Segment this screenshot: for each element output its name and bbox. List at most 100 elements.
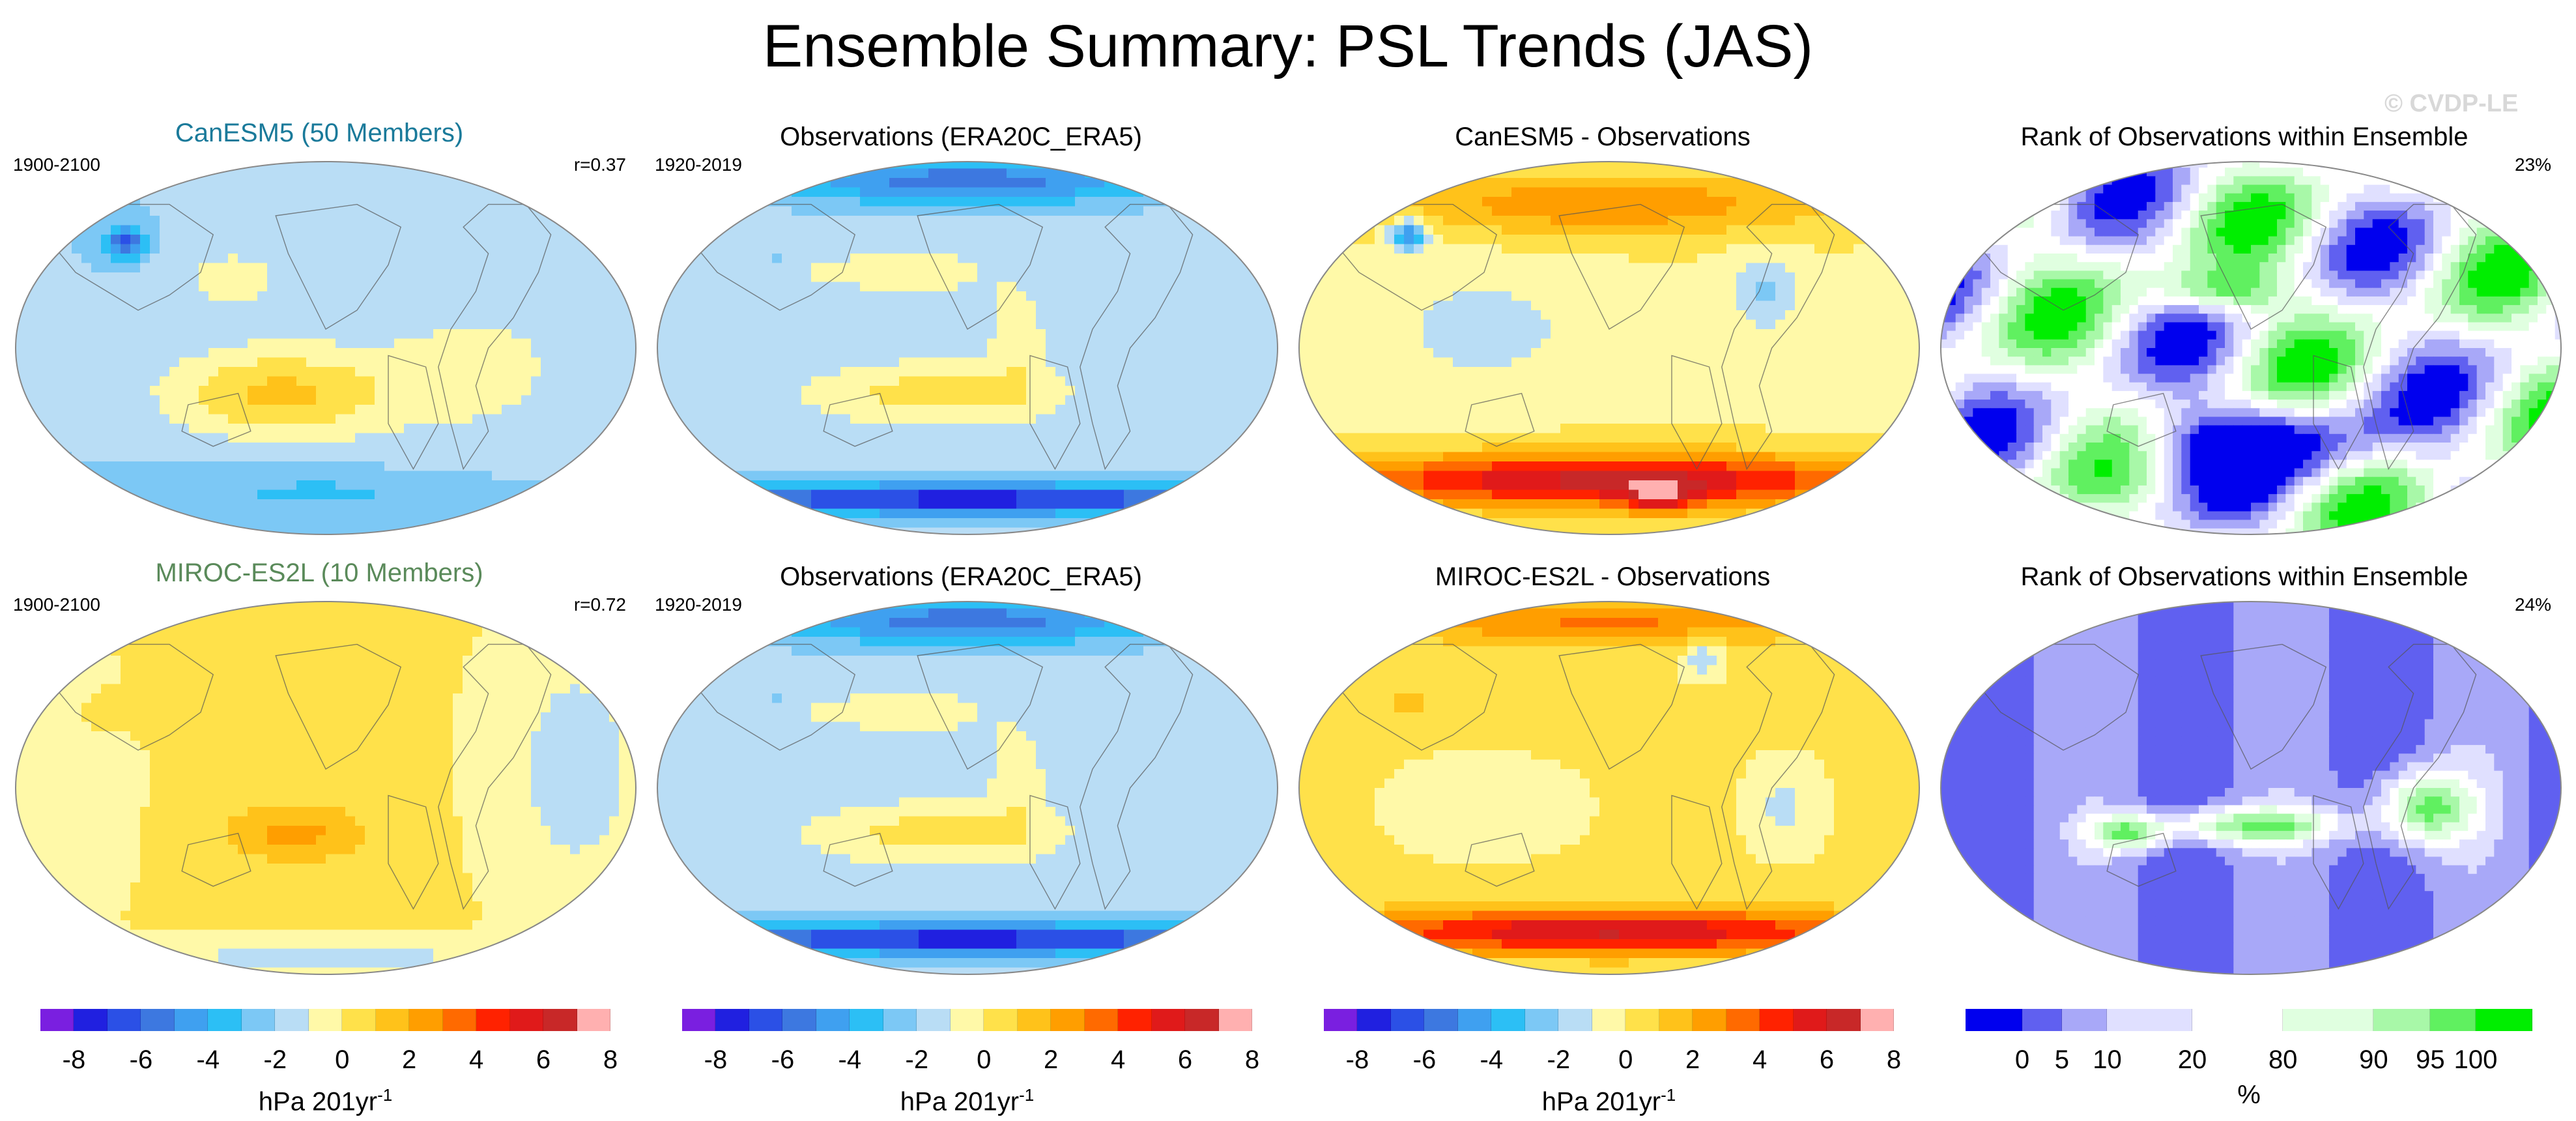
- colorbar-tick-label: -4: [197, 1044, 220, 1075]
- colorbar-tick-label: 2: [1685, 1044, 1700, 1075]
- colorbar-swatch: [1625, 1009, 1659, 1031]
- colorbar-swatch: [850, 1009, 883, 1031]
- panel-title: Rank of Observations within Ensemble: [1925, 561, 2564, 592]
- colorbar-tick-label: 0: [1618, 1044, 1633, 1075]
- colorbar-tick-label: -8: [1346, 1044, 1369, 1075]
- r0c1-map: [657, 161, 1278, 535]
- panel-obs-row1: Observations (ERA20C_ERA5) 1920-2019: [642, 117, 1283, 547]
- colorbar-tick-label: 4: [1753, 1044, 1767, 1075]
- colorbar-1: -8 -6 -4 -2 0 2 4 6 8 hPa 201yr-1: [40, 1009, 618, 1116]
- colorbar-swatch: [375, 1009, 410, 1031]
- panel-diff-row1: CanESM5 - Observations: [1283, 117, 1925, 547]
- period-label: 1920-2019: [655, 154, 742, 176]
- colorbar-tick-label: 80: [2268, 1044, 2298, 1075]
- colorbar-swatch: [442, 1009, 477, 1031]
- panel-title: Observations (ERA20C_ERA5): [642, 561, 1280, 592]
- colorbar-swatch: [1118, 1009, 1152, 1031]
- colorbar-swatch: [1151, 1009, 1186, 1031]
- r1c1-map: [657, 601, 1278, 975]
- map-frame: [1296, 599, 1922, 977]
- colorbar-swatch: [1324, 1009, 1358, 1031]
- colorbar-swatch: [509, 1009, 544, 1031]
- colorbar-swatch: [409, 1009, 443, 1031]
- r0c2-map: [1298, 161, 1920, 535]
- colorbar-swatch: [2022, 1009, 2062, 1031]
- colorbar-swatch: [1760, 1009, 1794, 1031]
- colorbar-tick-label: -8: [63, 1044, 86, 1075]
- panel-model-row2: MIROC-ES2L (10 Members) 1900-2100 r=0.72: [0, 557, 642, 987]
- colorbar-tick-label: -8: [704, 1044, 728, 1075]
- colorbar-tick-label: 90: [2359, 1044, 2388, 1075]
- colorbar-swatch: [1017, 1009, 1052, 1031]
- colorbar-tick-label: -2: [1547, 1044, 1570, 1075]
- colorbar-tick-label: 6: [536, 1044, 551, 1075]
- colorbar-tick-label: 10: [2093, 1044, 2122, 1075]
- colorbar-swatch: [543, 1009, 577, 1031]
- map-frame: [655, 599, 1280, 977]
- colorbar-swatch: [1558, 1009, 1592, 1031]
- colorbar-swatch: [1185, 1009, 1219, 1031]
- map-frame: [13, 159, 638, 537]
- colorbar-3: -8 -6 -4 -2 0 2 4 6 8 hPa 201yr-1: [1324, 1009, 1901, 1116]
- colorbar-units-label: hPa 201yr-1: [40, 1079, 610, 1117]
- colorbar-2: -8 -6 -4 -2 0 2 4 6 8 hPa 201yr-1: [682, 1009, 1259, 1116]
- colorbar-swatch: [715, 1009, 749, 1031]
- panel-title: MIROC-ES2L - Observations: [1283, 561, 1922, 592]
- colorbar-tick-label: -2: [263, 1044, 287, 1075]
- panel-title: Rank of Observations within Ensemble: [1925, 121, 2564, 153]
- panel-model-row1: CanESM5 (50 Members) 1900-2100 r=0.37: [0, 117, 642, 547]
- colorbar-units-label: hPa 201yr-1: [682, 1079, 1252, 1117]
- colorbar-swatch: [950, 1009, 984, 1031]
- colorbar-swatch: [1793, 1009, 1827, 1031]
- colorbar-tick-label: -4: [1480, 1044, 1504, 1075]
- colorbar-tick-label: -2: [905, 1044, 928, 1075]
- colorbar-tick-label: 0: [2015, 1044, 2029, 1075]
- panel-diff-row2: MIROC-ES2L - Observations: [1283, 557, 1925, 987]
- colorbar-tick-label: -6: [771, 1044, 795, 1075]
- colorbar-tick-label: 100: [2454, 1044, 2498, 1075]
- panel-rank-row1: Rank of Observations within Ensemble 23%: [1925, 117, 2567, 547]
- panel-title: CanESM5 - Observations: [1283, 121, 1922, 153]
- panel-title: CanESM5 (50 Members): [0, 117, 638, 149]
- r1c3-map: [1940, 601, 2562, 975]
- colorbar-swatch: [1827, 1009, 1861, 1031]
- colorbar-swatch: [74, 1009, 107, 1031]
- colorbar-tick-label: 95: [2416, 1044, 2445, 1075]
- colorbar-swatch: [141, 1009, 175, 1031]
- colorbar-swatch: [2283, 1009, 2374, 1031]
- period-label: 1900-2100: [13, 154, 100, 176]
- map-frame: [655, 159, 1280, 537]
- colorbar-swatch: [917, 1009, 951, 1031]
- colorbar-units-label: %: [1966, 1079, 2532, 1111]
- colorbar-tick-label: 0: [335, 1044, 349, 1075]
- rank-percent: 23%: [2515, 154, 2551, 176]
- colorbar-swatch: [1659, 1009, 1693, 1031]
- colorbar-swatch: [883, 1009, 917, 1031]
- colorbar-swatch: [1592, 1009, 1626, 1031]
- colorbar-swatch: [1357, 1009, 1391, 1031]
- period-label: 1920-2019: [655, 594, 742, 616]
- colorbar-swatch: [749, 1009, 783, 1031]
- colorbar-swatch: [1524, 1009, 1559, 1031]
- colorbar-swatch: [1491, 1009, 1525, 1031]
- colorbar-swatch: [107, 1009, 141, 1031]
- colorbar-swatch: [577, 1009, 610, 1031]
- map-frame: [1938, 599, 2564, 977]
- colorbar-tick-label: 4: [469, 1044, 483, 1075]
- colorbar-swatch: [241, 1009, 276, 1031]
- colorbar-tick-label: 8: [1245, 1044, 1259, 1075]
- colorbar-swatch: [782, 1009, 816, 1031]
- colorbar-swatch: [476, 1009, 510, 1031]
- colorbar-tick-label: 4: [1111, 1044, 1125, 1075]
- colorbar-swatch: [40, 1009, 74, 1031]
- r0c3-map: [1940, 161, 2562, 535]
- figure-title: Ensemble Summary: PSL Trends (JAS): [0, 10, 2576, 82]
- colorbar-tick-label: -4: [838, 1044, 862, 1075]
- colorbar-swatch: [1424, 1009, 1458, 1031]
- colorbar-tick-label: -6: [1413, 1044, 1437, 1075]
- colorbar-swatch: [1860, 1009, 1894, 1031]
- map-frame: [13, 599, 638, 977]
- colorbar-swatch: [1726, 1009, 1760, 1031]
- colorbar-swatch: [1457, 1009, 1492, 1031]
